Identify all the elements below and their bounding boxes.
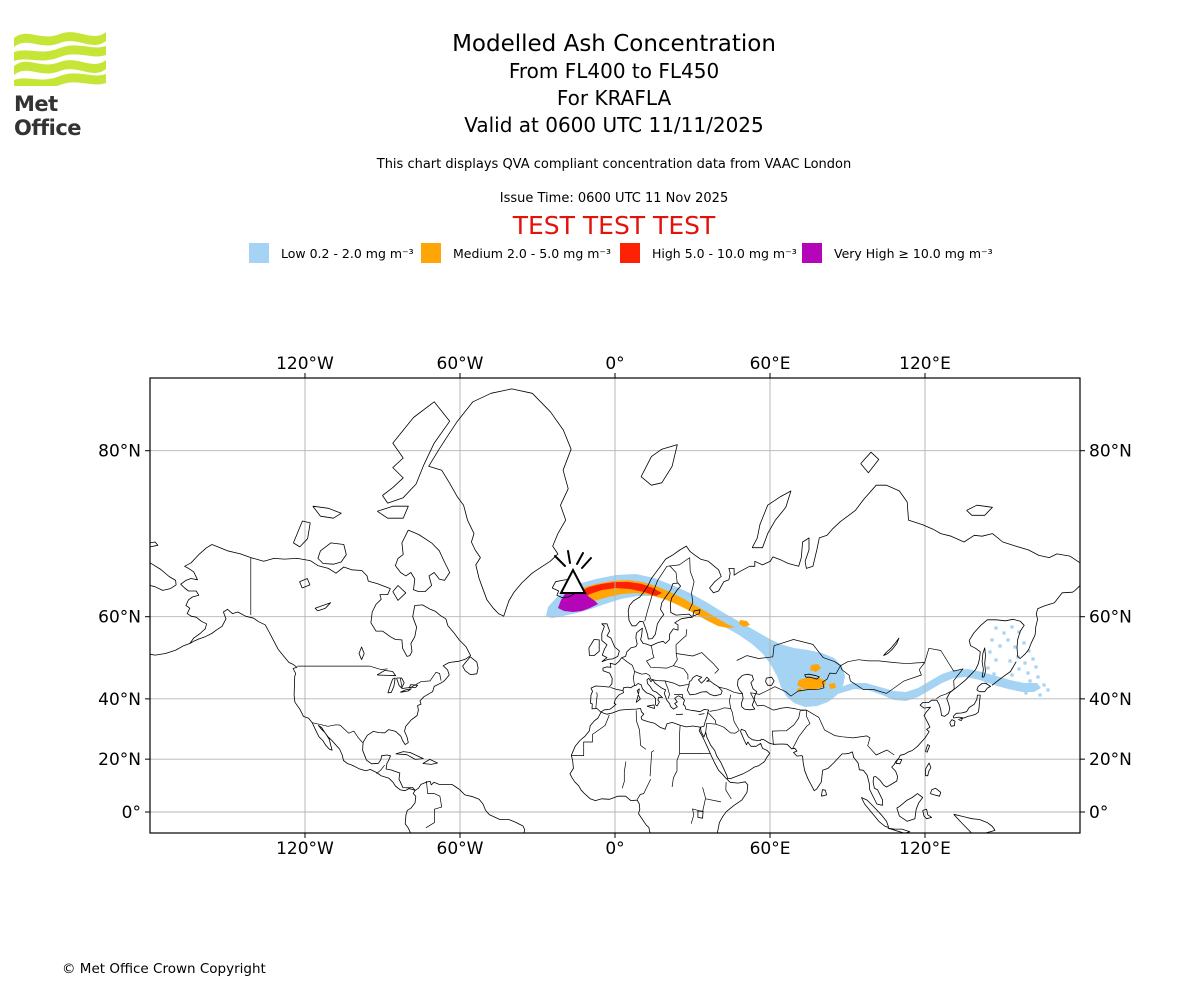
lon-label: 0° <box>605 354 624 374</box>
legend-label-very_high: Very High ≥ 10.0 mg m⁻³ <box>834 245 993 261</box>
lon-label: 60°E <box>750 354 791 374</box>
lon-label: 120°E <box>899 354 951 374</box>
logo-text: Met Office <box>14 92 82 140</box>
lat-label: 40°N <box>98 690 141 710</box>
legend-item-very_high: Very High ≥ 10.0 mg m⁻³ <box>802 243 993 263</box>
graticule <box>150 378 1080 833</box>
legend-label-low: Low 0.2 - 2.0 mg m⁻³ <box>281 245 414 261</box>
legend-swatch-medium <box>421 243 441 263</box>
legend-item-low: Low 0.2 - 2.0 mg m⁻³ <box>249 243 414 263</box>
plume-high <box>571 582 662 604</box>
legend-item-high: High 5.0 - 10.0 mg m⁻³ <box>620 243 797 263</box>
issue-time: Issue Time: 0600 UTC 11 Nov 2025 <box>499 191 729 206</box>
axis-labels: 120°W 120°W 60°W 60°W 0° 0° 60°E 60°E 120°E 120°E… <box>98 354 1132 859</box>
lon-label: 120°W <box>276 839 334 859</box>
lat-label: 80°N <box>98 442 141 462</box>
lon-label: 0° <box>605 839 624 859</box>
legend-item-medium: Medium 2.0 - 5.0 mg m⁻³ <box>421 243 611 263</box>
test-banner: TEST TEST TEST <box>512 211 716 240</box>
lon-label: 60°E <box>750 839 791 859</box>
lat-label: 0° <box>122 803 141 823</box>
lon-label: 60°W <box>437 354 484 374</box>
subtitle-valid-time: Valid at 0600 UTC 11/11/2025 <box>464 113 764 137</box>
axis-ticks <box>145 373 1085 838</box>
volcano-marker <box>554 550 592 594</box>
page-title: Modelled Ash Concentration <box>452 31 776 57</box>
lat-label: 40°N <box>1089 690 1132 710</box>
met-office-waves-icon <box>14 32 106 89</box>
legend: Low 0.2 - 2.0 mg m⁻³ Medium 2.0 - 5.0 mg … <box>0 243 1200 267</box>
legend-label-high: High 5.0 - 10.0 mg m⁻³ <box>652 245 797 261</box>
subtitle-volcano: For KRAFLA <box>556 86 672 110</box>
lat-label: 20°N <box>98 750 141 770</box>
legend-swatch-high <box>620 243 640 263</box>
title-block: Modelled Ash Concentration From FL400 to… <box>14 30 1200 139</box>
lon-label: 60°W <box>437 839 484 859</box>
lat-label: 80°N <box>1089 442 1132 462</box>
lat-label: 0° <box>1089 803 1108 823</box>
legend-swatch-very_high <box>802 243 822 263</box>
met-office-logo: Met Office <box>14 28 114 140</box>
lat-label: 60°N <box>1089 608 1132 628</box>
legend-swatch-low <box>249 243 269 263</box>
plume-medium <box>566 580 836 692</box>
lat-label: 20°N <box>1089 750 1132 770</box>
country-borders <box>250 557 964 829</box>
subtitle-flight-levels: From FL400 to FL450 <box>508 59 720 83</box>
legend-label-medium: Medium 2.0 - 5.0 mg m⁻³ <box>453 245 612 261</box>
lon-label: 120°W <box>276 354 334 374</box>
lat-label: 60°N <box>98 608 141 628</box>
lon-label: 120°E <box>899 839 951 859</box>
qva-description: This chart displays QVA compliant concen… <box>376 157 852 172</box>
map-inner <box>150 378 1080 833</box>
copyright: © Met Office Crown Copyright <box>62 961 266 977</box>
